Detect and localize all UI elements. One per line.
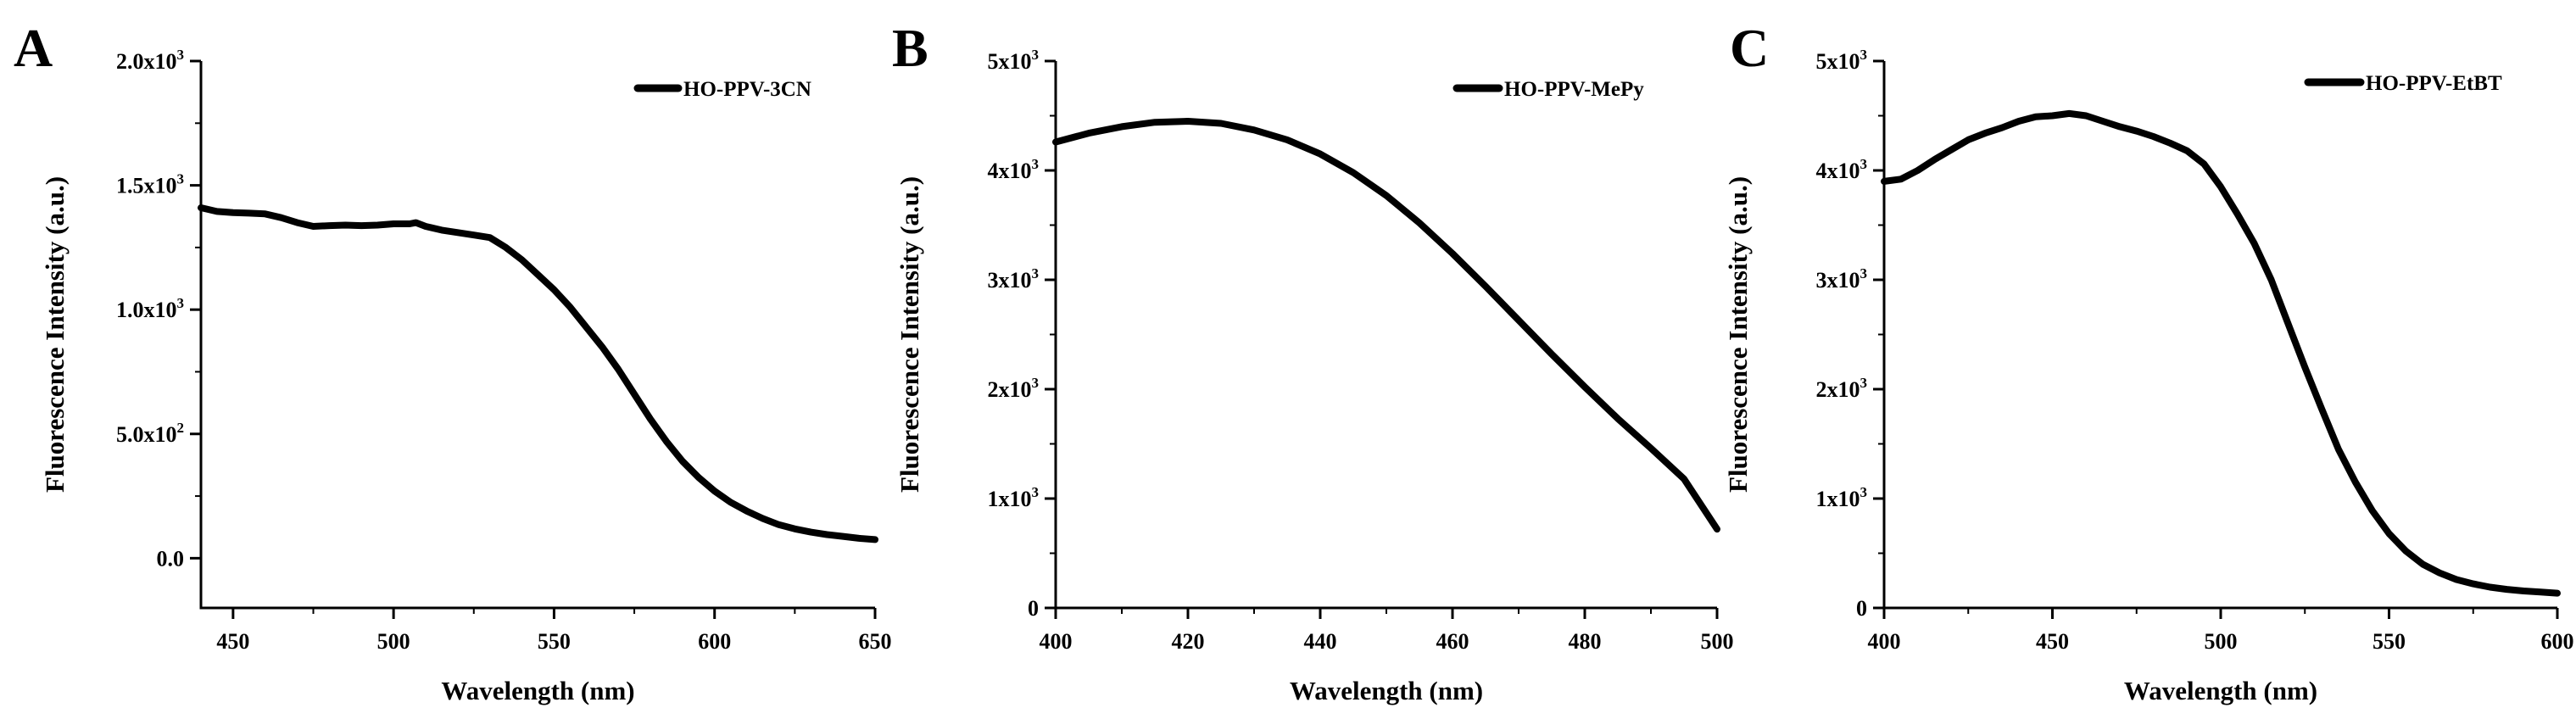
y-tick-label-base: 1x10 bbox=[988, 487, 1032, 511]
y-tick-label: 4x103 bbox=[988, 156, 1040, 183]
y-tick-label-exponent: 3 bbox=[177, 171, 185, 187]
y-tick-label-exponent: 3 bbox=[1860, 156, 1868, 172]
y-tick-label-exponent: 3 bbox=[1860, 265, 1868, 281]
y-tick-label-base: 5x10 bbox=[1816, 49, 1860, 74]
x-tick-label: 420 bbox=[1172, 629, 1205, 654]
y-tick-label-base: 3x10 bbox=[988, 268, 1032, 293]
y-tick-label-base: 1.5x10 bbox=[116, 174, 177, 198]
y-tick-label-base: 3x10 bbox=[1816, 268, 1860, 293]
y-tick-label: 5x103 bbox=[988, 47, 1040, 74]
y-tick-label-exponent: 2 bbox=[177, 420, 185, 436]
y-tick-label: 1x103 bbox=[1816, 484, 1868, 511]
y-tick-label-base: 1x10 bbox=[1816, 487, 1860, 511]
x-tick-label: 600 bbox=[2541, 629, 2574, 654]
series-line-ho-ppv-mepy bbox=[1052, 118, 1720, 533]
y-axis-title: Fluorescence Intensity (a.u.) bbox=[1723, 176, 1753, 493]
x-tick-label: 400 bbox=[1868, 629, 1901, 654]
y-tick-label: 2x103 bbox=[988, 375, 1040, 402]
x-tick-label: 550 bbox=[2372, 629, 2406, 654]
y-tick-label: 0.0 bbox=[157, 546, 185, 571]
x-tick-label: 400 bbox=[1040, 629, 1073, 654]
y-tick-label: 0 bbox=[1028, 596, 1039, 621]
legend-label: HO-PPV-MePy bbox=[1504, 78, 1644, 101]
y-tick-label-base: 2x10 bbox=[988, 377, 1032, 402]
y-tick-label-exponent: 3 bbox=[1032, 484, 1040, 500]
x-axis-title: Wavelength (nm) bbox=[441, 676, 634, 705]
y-axis-title: Fluorescence Intensity (a.u.) bbox=[40, 176, 70, 493]
x-tick-label: 440 bbox=[1304, 629, 1337, 654]
x-tick-label: 450 bbox=[2036, 629, 2069, 654]
y-tick-label-exponent: 3 bbox=[1032, 156, 1040, 172]
series-line-ho-ppv-3cn bbox=[198, 204, 878, 543]
y-tick-label: 2.0x103 bbox=[116, 47, 184, 74]
y-tick-label: 4x103 bbox=[1816, 156, 1868, 183]
legend-label: HO-PPV-EtBT bbox=[2366, 72, 2502, 95]
y-tick-label: 3x103 bbox=[988, 265, 1040, 293]
panel-letter: C bbox=[1730, 18, 1769, 78]
y-tick-label: 5x103 bbox=[1816, 47, 1868, 74]
x-tick-label: 500 bbox=[377, 629, 410, 654]
x-tick-label: 500 bbox=[2205, 629, 2238, 654]
y-tick-label-base: 2.0x10 bbox=[116, 49, 177, 74]
y-tick-label: 3x103 bbox=[1816, 265, 1868, 293]
y-tick-label-exponent: 3 bbox=[1860, 47, 1868, 63]
y-tick-label-exponent: 3 bbox=[1032, 375, 1040, 391]
x-axis-title: Wavelength (nm) bbox=[2124, 676, 2317, 705]
x-tick-label: 450 bbox=[216, 629, 249, 654]
y-tick-label: 0 bbox=[1856, 596, 1867, 621]
y-tick-label-base: 4x10 bbox=[1816, 159, 1860, 183]
series-line-ho-ppv-etbt bbox=[1881, 109, 2561, 597]
y-axis-title: Fluorescence Intensity (a.u.) bbox=[895, 176, 924, 493]
y-tick-label-base: 1.0x10 bbox=[116, 298, 177, 322]
y-tick-label-base: 2x10 bbox=[1816, 377, 1860, 402]
y-tick-label-exponent: 3 bbox=[1032, 47, 1040, 63]
legend-label: HO-PPV-3CN bbox=[683, 78, 811, 101]
x-tick-label: 650 bbox=[859, 629, 892, 654]
y-tick-label: 5.0x102 bbox=[116, 420, 184, 447]
y-tick-label-exponent: 3 bbox=[177, 295, 185, 311]
x-tick-label: 550 bbox=[538, 629, 571, 654]
x-tick-label: 480 bbox=[1569, 629, 1602, 654]
y-tick-label-exponent: 3 bbox=[1860, 484, 1868, 500]
y-tick-label: 1x103 bbox=[988, 484, 1040, 511]
y-tick-label-base: 4x10 bbox=[988, 159, 1032, 183]
y-tick-label-base: 0 bbox=[1856, 596, 1867, 621]
y-tick-label: 2x103 bbox=[1816, 375, 1868, 402]
x-tick-label: 600 bbox=[698, 629, 731, 654]
y-tick-label-base: 5.0x10 bbox=[116, 422, 177, 447]
y-tick-label-base: 0.0 bbox=[157, 546, 185, 571]
y-tick-label-base: 0 bbox=[1028, 596, 1039, 621]
y-tick-label: 1.5x103 bbox=[116, 171, 184, 198]
panel-letter: A bbox=[14, 18, 53, 78]
y-tick-label: 1.0x103 bbox=[116, 295, 184, 322]
y-tick-label-exponent: 3 bbox=[177, 47, 185, 63]
x-tick-label: 500 bbox=[1701, 629, 1734, 654]
y-tick-label-exponent: 3 bbox=[1032, 265, 1040, 281]
y-tick-label-exponent: 3 bbox=[1860, 375, 1868, 391]
y-tick-label-base: 5x10 bbox=[988, 49, 1032, 74]
x-tick-label: 460 bbox=[1436, 629, 1469, 654]
panel-letter: B bbox=[892, 18, 928, 78]
x-axis-title: Wavelength (nm) bbox=[1290, 676, 1483, 705]
